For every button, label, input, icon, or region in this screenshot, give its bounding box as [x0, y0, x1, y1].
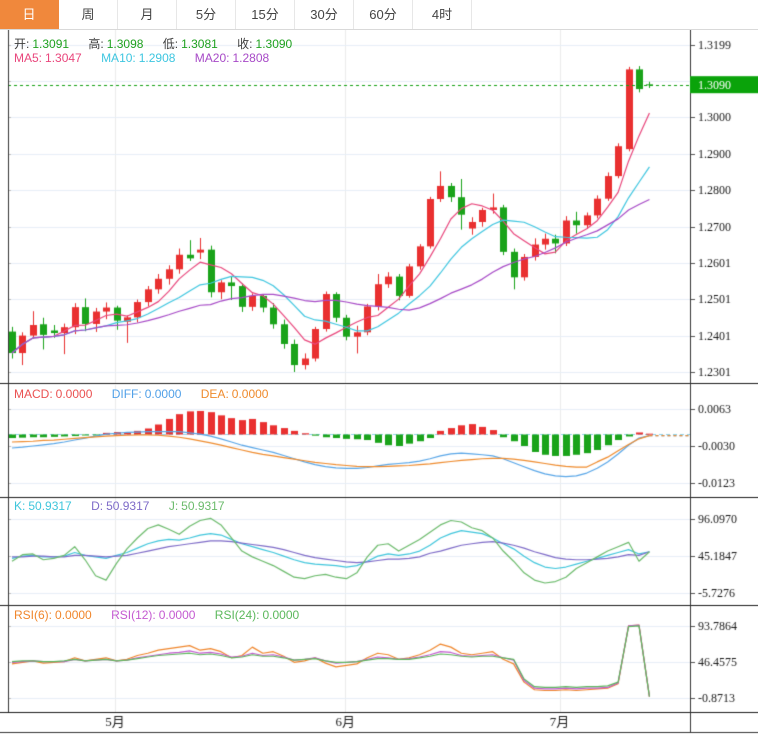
tab-60min[interactable]: 60分: [354, 0, 413, 29]
tab-week[interactable]: 周: [59, 0, 118, 29]
tab-month[interactable]: 月: [118, 0, 177, 29]
chart-canvas[interactable]: [0, 30, 758, 735]
tab-15min[interactable]: 15分: [236, 0, 295, 29]
tab-5min[interactable]: 5分: [177, 0, 236, 29]
chart-stage: 开: 1.3091 高: 1.3098 低: 1.3081 收: 1.3090 MA5:…: [0, 30, 758, 735]
timeframe-tabbar: 日 周 月 5分 15分 30分 60分 4时: [0, 0, 758, 30]
tab-4hour[interactable]: 4时: [413, 0, 472, 29]
tab-day[interactable]: 日: [0, 0, 59, 29]
tab-30min[interactable]: 30分: [295, 0, 354, 29]
